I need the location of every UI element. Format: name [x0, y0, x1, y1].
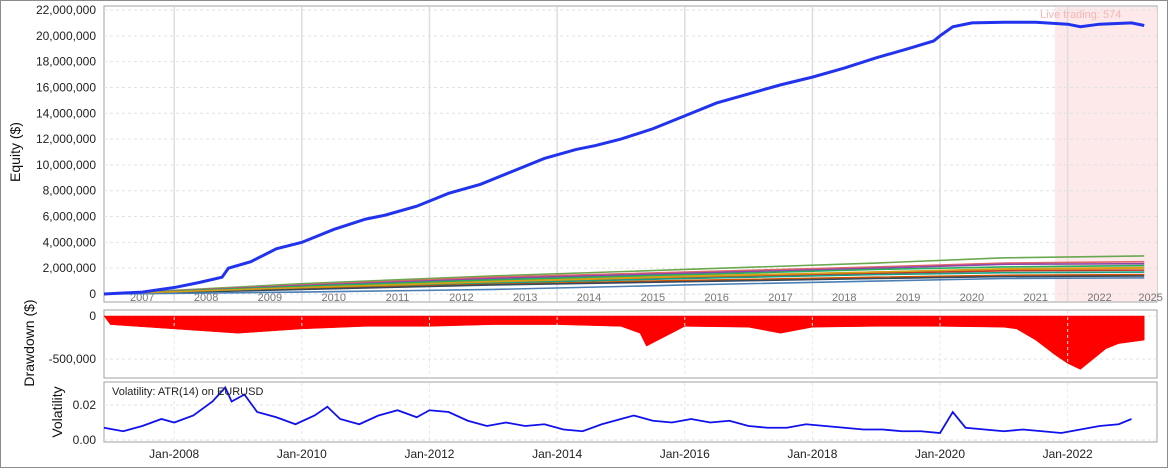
year-label: 2021: [1024, 292, 1048, 304]
live-trading-region: [1055, 7, 1157, 301]
year-label: 2012: [449, 292, 473, 304]
volatility-axis-label: Volatility: [49, 386, 65, 437]
year-label: 2009: [258, 292, 282, 304]
x-tick-label: Jan-2020: [915, 447, 965, 461]
equity-series-line: [103, 255, 1145, 295]
equity-y-tick-label: 22,000,000: [36, 3, 96, 17]
equity-y-tick-label: 10,000,000: [36, 158, 96, 172]
volatility-title: Volatility: ATR(14) on EURUSD: [112, 386, 263, 398]
volatility-y-tick-label: 0.00: [73, 433, 97, 447]
equity-y-tick-label: 12,000,000: [36, 132, 96, 146]
equity-y-tick-label: 18,000,000: [36, 55, 96, 69]
drawdown-y-tick-label: 0: [89, 309, 96, 323]
year-label: 2008: [194, 292, 218, 304]
equity-series-line: [103, 277, 1145, 295]
volatility-plot-area: [103, 381, 1158, 443]
equity-main-series-line: [103, 20, 1145, 296]
year-label: 2020: [960, 292, 984, 304]
x-tick-label: Jan-2012: [404, 447, 454, 461]
volatility-panel: 0.00 0.02 Jan-2008 Jan-2010 Jan-2012 Jan-2014…: [73, 381, 1158, 461]
drawdown-y-tick-label: -500,000: [49, 352, 97, 366]
x-tick-label: Jan-2018: [787, 447, 837, 461]
drawdown-area: [103, 315, 1145, 370]
equity-y-tick-label: 14,000,000: [36, 106, 96, 120]
equity-y-tick-label: 6,000,000: [43, 210, 97, 224]
volatility-line: [103, 385, 1132, 434]
year-label: 2019: [896, 292, 920, 304]
year-label: 2014: [577, 292, 601, 304]
year-label: 2025: [1138, 292, 1162, 304]
year-label: 2007: [130, 292, 154, 304]
x-tick-label: Jan-2008: [149, 447, 199, 461]
equity-series-line: [103, 264, 1145, 295]
equity-series-line: [103, 266, 1145, 295]
equity-series-line: [103, 275, 1145, 295]
year-label: 2018: [832, 292, 856, 304]
equity-panel: 0 2,000,000 4,000,000 6,000,000 8,000,000 10,…: [36, 3, 1163, 304]
x-tick-label: Jan-2022: [1043, 447, 1093, 461]
live-trading-label: Live trading: 574: [1040, 9, 1121, 21]
x-tick-label: Jan-2010: [277, 447, 327, 461]
equity-plot-area: [103, 5, 1158, 303]
x-tick-label: Jan-2014: [532, 447, 582, 461]
year-label: 2017: [768, 292, 792, 304]
year-label: 2016: [704, 292, 728, 304]
equity-y-tick-label: 16,000,000: [36, 80, 96, 94]
equity-y-tick-label: 4,000,000: [43, 235, 97, 249]
year-label: 2013: [513, 292, 537, 304]
equity-y-tick-label: 2,000,000: [43, 261, 97, 275]
x-tick-label: Jan-2016: [660, 447, 710, 461]
year-label: 2010: [322, 292, 346, 304]
equity-y-tick-label: 8,000,000: [43, 184, 97, 198]
year-label: 2011: [386, 292, 410, 304]
drawdown-panel: 0 -500,000: [49, 309, 1158, 379]
equity-y-tick-label: 0: [89, 287, 96, 301]
year-label: 2022: [1087, 292, 1111, 304]
equity-y-tick-label: 20,000,000: [36, 29, 96, 43]
drawdown-axis-label: Drawdown ($): [21, 299, 37, 386]
volatility-y-tick-label: 0.02: [73, 398, 97, 412]
equity-axis-label: Equity ($): [7, 122, 23, 182]
year-label: 2015: [641, 292, 665, 304]
